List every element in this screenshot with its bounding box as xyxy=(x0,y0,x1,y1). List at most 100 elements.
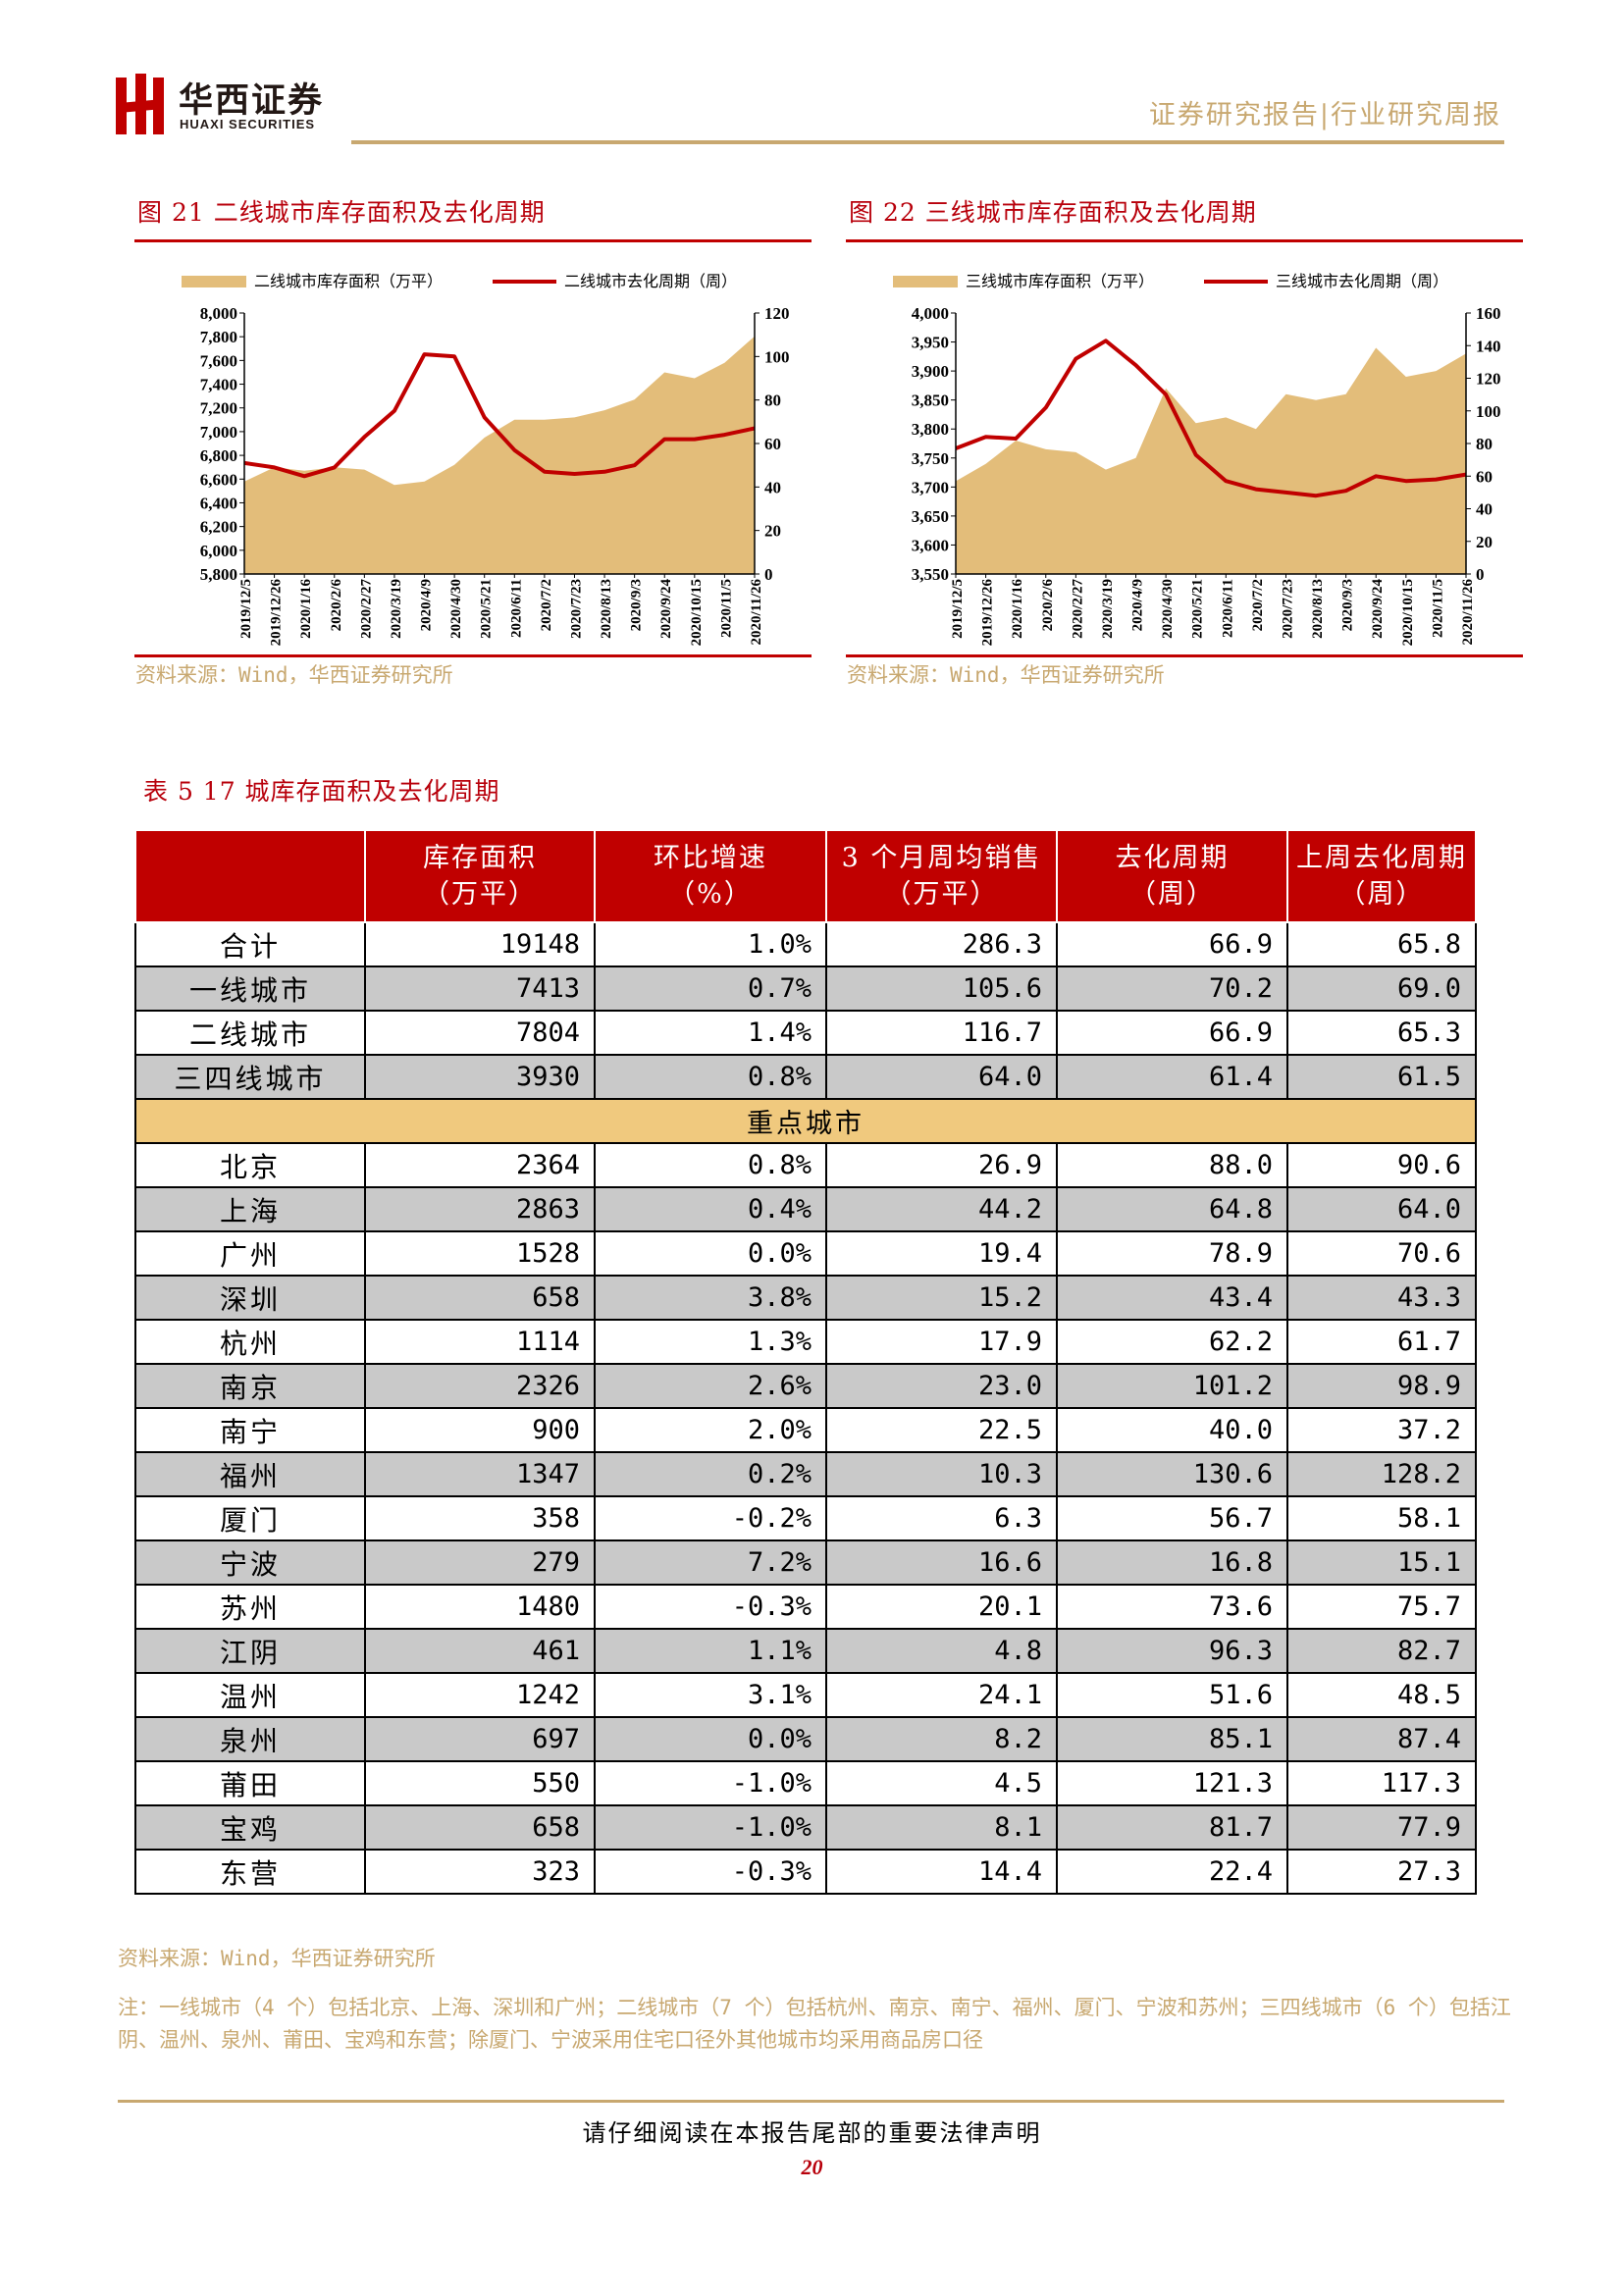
left-axis-tick-label: 3,750 xyxy=(912,449,949,468)
table-cell: 15.1 xyxy=(1286,1539,1477,1586)
logo-english-name: HUAXI SECURITIES xyxy=(180,117,316,131)
table-cell: 1347 xyxy=(364,1451,596,1497)
x-axis-tick-label: 2020/11/26 xyxy=(1460,579,1476,646)
row-label: 深圳 xyxy=(134,1275,366,1321)
left-axis-tick-label: 3,700 xyxy=(912,478,949,496)
table-cell: 19148 xyxy=(364,921,596,967)
right-axis-tick-label: 0 xyxy=(1476,565,1485,584)
table-cell: 3.1% xyxy=(594,1672,827,1718)
table-cell: 64.8 xyxy=(1056,1186,1288,1232)
header-divider xyxy=(351,140,1504,144)
table-cell: 2863 xyxy=(364,1186,596,1232)
table-note: 注：一线城市（4 个）包括北京、上海、深圳和广州；二线城市（7 个）包括杭州、南… xyxy=(118,1996,1511,2052)
x-axis-tick-label: 2020/4/9 xyxy=(1130,579,1146,631)
table-cell: 20.1 xyxy=(825,1584,1058,1630)
table-cell: 61.5 xyxy=(1286,1054,1477,1100)
table-cell: 0.7% xyxy=(594,965,827,1012)
table-cell: 70.2 xyxy=(1056,965,1288,1012)
table-cell: 0.8% xyxy=(594,1054,827,1100)
column-header-1: 库存面积 （万平） xyxy=(364,829,596,923)
city-row: 南宁 900 2.0% 22.5 40.0 37.2 xyxy=(134,1407,1477,1453)
table-cell: 130.6 xyxy=(1056,1451,1288,1497)
huaxi-logo-icon xyxy=(116,74,164,134)
row-label: 厦门 xyxy=(134,1495,366,1541)
legal-disclaimer: 请仔细阅读在本报告尾部的重要法律声明 xyxy=(582,2119,1042,2147)
x-axis-tick-label: 2019/12/5 xyxy=(950,579,966,639)
table-cell: 3.8% xyxy=(594,1275,827,1321)
inventory-area-series xyxy=(244,336,755,574)
table-cell: 73.6 xyxy=(1056,1584,1288,1630)
table-cell: 900 xyxy=(364,1407,596,1453)
left-axis-tick-label: 3,650 xyxy=(912,507,949,526)
inventory-table: 库存面积 （万平） 环比增速 （%） 3 个月周均销售 （万平） 去化周期 （周） 上周去化周期… xyxy=(134,829,1477,1895)
table-cell: 37.2 xyxy=(1286,1407,1477,1453)
left-axis-tick-label: 5,800 xyxy=(200,565,237,584)
table-cell: 78.9 xyxy=(1056,1230,1288,1277)
row-label: 二线城市 xyxy=(134,1010,366,1056)
x-axis-tick-label: 2020/6/11 xyxy=(508,579,524,638)
summary-row: 二线城市 7804 1.4% 116.7 66.9 65.3 xyxy=(134,1010,1477,1056)
city-row: 杭州 1114 1.3% 17.9 62.2 61.7 xyxy=(134,1319,1477,1365)
table-cell: 43.4 xyxy=(1056,1275,1288,1321)
figure-21-chart: 二线城市库存面积（万平） 二线城市去化周期（周） 5,800 6,000 6,200 6,… xyxy=(182,273,790,646)
table-cell: 286.3 xyxy=(825,921,1058,967)
city-row: 北京 2364 0.8% 26.9 88.0 90.6 xyxy=(134,1142,1477,1188)
right-axis-tick-label: 40 xyxy=(1476,500,1493,519)
right-axis-tick-label: 40 xyxy=(764,478,781,496)
left-axis-tick-label: 6,400 xyxy=(200,494,237,512)
table-cell: 22.4 xyxy=(1056,1849,1288,1895)
table-cell: 1242 xyxy=(364,1672,596,1718)
x-axis-tick-label: 2020/11/26 xyxy=(749,579,764,646)
city-row: 宝鸡 658 -1.0% 8.1 81.7 77.9 xyxy=(134,1804,1477,1851)
left-axis-tick-label: 6,200 xyxy=(200,518,237,537)
row-label: 南宁 xyxy=(134,1407,366,1453)
table-cell: -0.3% xyxy=(594,1849,827,1895)
table-cell: 2364 xyxy=(364,1142,596,1188)
x-axis-tick-label: 2020/7/23 xyxy=(568,579,584,639)
x-axis-tick-label: 2020/3/19 xyxy=(1100,579,1116,639)
table-cell: 43.3 xyxy=(1286,1275,1477,1321)
table-cell: 70.6 xyxy=(1286,1230,1477,1277)
table-cell: 461 xyxy=(364,1628,596,1674)
row-label: 杭州 xyxy=(134,1319,366,1365)
table-cell: 62.2 xyxy=(1056,1319,1288,1365)
figure-21-source: 资料来源：Wind，华西证券研究所 xyxy=(135,663,453,687)
x-axis-tick-label: 2020/9/3 xyxy=(1340,579,1356,631)
table-cell: 117.3 xyxy=(1286,1760,1477,1806)
x-axis-tick-label: 2020/8/13 xyxy=(599,579,614,639)
summary-row: 一线城市 7413 0.7% 105.6 70.2 69.0 xyxy=(134,965,1477,1012)
section-band-label: 重点城市 xyxy=(134,1098,1477,1144)
table-cell: 4.8 xyxy=(825,1628,1058,1674)
row-label: 温州 xyxy=(134,1672,366,1718)
right-axis-tick-label: 80 xyxy=(1476,435,1493,453)
column-header-3: 3 个月周均销售 （万平） xyxy=(825,829,1058,923)
table-cell: 24.1 xyxy=(825,1672,1058,1718)
table-cell: 22.5 xyxy=(825,1407,1058,1453)
table-cell: 27.3 xyxy=(1286,1849,1477,1895)
x-axis-tick-label: 2020/6/11 xyxy=(1220,579,1235,638)
right-axis-tick-label: 140 xyxy=(1476,337,1501,355)
table-cell: 323 xyxy=(364,1849,596,1895)
city-row: 福州 1347 0.2% 10.3 130.6 128.2 xyxy=(134,1451,1477,1497)
page-number: 20 xyxy=(801,2155,823,2179)
table-cell: 358 xyxy=(364,1495,596,1541)
table-cell: 3930 xyxy=(364,1054,596,1100)
table-cell: 8.2 xyxy=(825,1716,1058,1762)
x-axis-tick-label: 2019/12/26 xyxy=(980,579,996,647)
table-cell: 0.0% xyxy=(594,1230,827,1277)
table-cell: 10.3 xyxy=(825,1451,1058,1497)
table-cell: 98.9 xyxy=(1286,1363,1477,1409)
table-cell: 105.6 xyxy=(825,965,1058,1012)
x-axis-tick-label: 2020/2/27 xyxy=(1070,579,1085,639)
table-cell: 1.4% xyxy=(594,1010,827,1056)
city-row: 南京 2326 2.6% 23.0 101.2 98.9 xyxy=(134,1363,1477,1409)
table-cell: 85.1 xyxy=(1056,1716,1288,1762)
table-cell: 8.1 xyxy=(825,1804,1058,1851)
right-axis-tick-label: 120 xyxy=(1476,370,1501,389)
destock-cycle-line-series xyxy=(955,339,1467,498)
table-cell: 26.9 xyxy=(825,1142,1058,1188)
table-cell: 1114 xyxy=(364,1319,596,1365)
x-axis-tick-label: 2020/10/15 xyxy=(1400,579,1416,646)
right-axis-tick-label: 60 xyxy=(764,435,781,453)
x-axis-tick-label: 2020/2/6 xyxy=(329,579,344,632)
